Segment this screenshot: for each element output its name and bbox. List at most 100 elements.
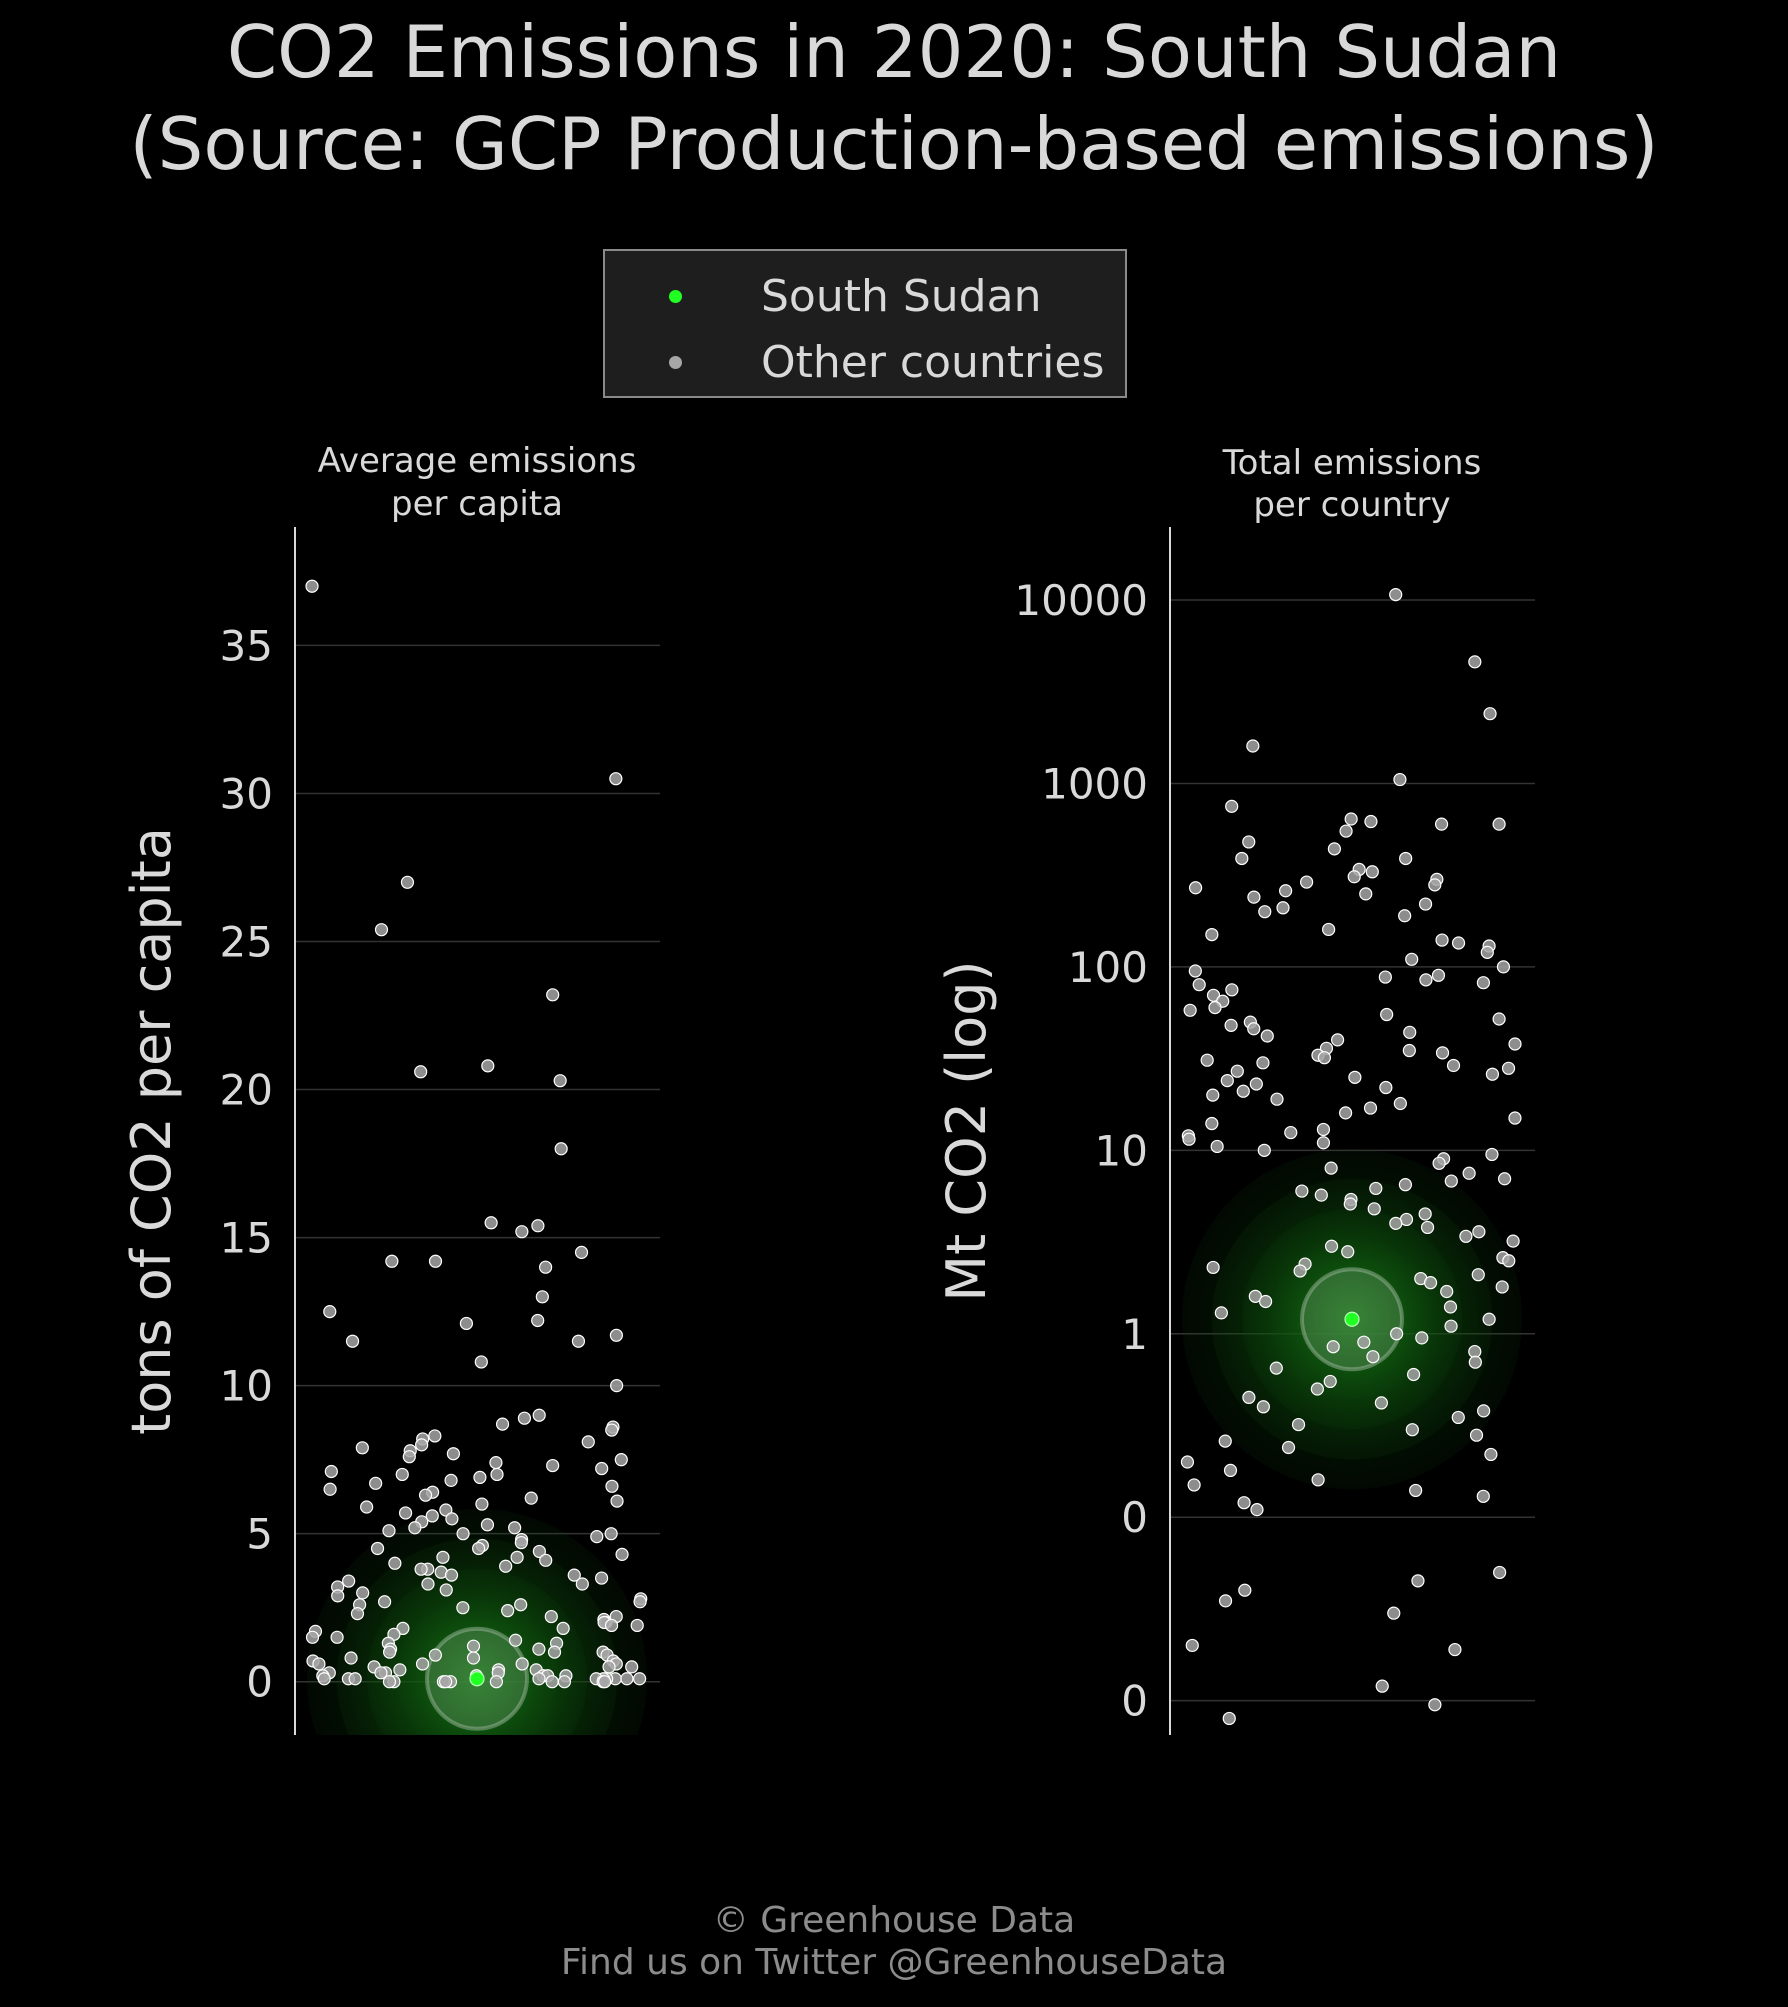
point-other-country: [489, 1675, 503, 1689]
point-other-country: [553, 1074, 567, 1088]
point-other-country: [1476, 976, 1491, 990]
point-other-country: [484, 1216, 498, 1230]
point-other-country: [1451, 936, 1466, 950]
point-other-country: [1316, 1122, 1331, 1137]
y-axis-label: Mt CO2 (log): [935, 960, 998, 1301]
point-other-country: [1291, 1417, 1306, 1432]
point-other-country: [1238, 1583, 1252, 1597]
point-other-country: [567, 1568, 581, 1582]
point-other-country: [1492, 1012, 1506, 1026]
point-other-country: [574, 1245, 589, 1259]
point-other-country: [444, 1473, 458, 1487]
point-other-country: [418, 1488, 433, 1502]
point-other-country: [1435, 1046, 1450, 1060]
point-other-country: [594, 1571, 609, 1585]
point-other-country: [456, 1527, 470, 1541]
point-other-country: [1444, 1174, 1458, 1188]
point-other-country: [305, 579, 319, 593]
point-other-country: [1237, 1496, 1251, 1510]
panel-title-line: per country: [1253, 485, 1450, 525]
point-other-country: [1502, 1254, 1516, 1268]
point-other-country: [575, 1577, 589, 1591]
point-other-country: [1343, 1197, 1357, 1211]
point-other-country: [609, 772, 623, 786]
point-other-country: [1380, 1007, 1394, 1022]
point-other-country: [1363, 1101, 1378, 1115]
point-other-country: [1435, 933, 1449, 947]
point-other-country: [1310, 1382, 1324, 1396]
point-other-country: [1389, 1216, 1403, 1230]
point-other-country: [510, 1550, 524, 1564]
point-other-country: [473, 1470, 487, 1485]
legend-marker-other-countries: [669, 356, 682, 369]
point-other-country: [1420, 1220, 1435, 1235]
point-other-country: [1378, 970, 1392, 984]
point-other-country: [1188, 964, 1202, 978]
point-other-country: [531, 1313, 545, 1328]
point-other-country: [350, 1607, 365, 1621]
point-other-country: [1314, 1188, 1328, 1202]
point-other-country: [1348, 1070, 1362, 1084]
point-other-country: [532, 1544, 546, 1559]
legend: South Sudan Other countries: [603, 249, 1127, 398]
y-axis-label: tons of CO2 per capita: [120, 827, 183, 1435]
point-other-country: [490, 1467, 504, 1482]
legend-label-south-sudan: South Sudan: [761, 271, 1042, 322]
point-other-country: [1483, 707, 1497, 721]
point-other-country: [1214, 1306, 1228, 1320]
point-other-country: [1508, 1111, 1522, 1125]
point-other-country: [1242, 1390, 1256, 1405]
point-other-country: [1269, 1361, 1283, 1375]
point-other-country: [342, 1574, 356, 1588]
y-tick-label: 25: [220, 918, 273, 967]
point-other-country: [1428, 1698, 1442, 1712]
y-tick-label: 10: [220, 1362, 273, 1411]
point-other-country: [1185, 1638, 1199, 1653]
point-other-country: [428, 1648, 443, 1662]
point-other-country: [414, 1562, 428, 1576]
point-other-country: [1250, 1503, 1264, 1517]
point-other-country: [421, 1577, 435, 1591]
point-other-country: [1369, 1181, 1383, 1196]
point-other-country: [532, 1408, 546, 1422]
point-other-country: [1468, 655, 1482, 669]
point-other-country: [495, 1417, 510, 1431]
point-other-country: [323, 1482, 337, 1496]
point-other-country: [1230, 1064, 1244, 1078]
point-other-country: [1423, 1276, 1438, 1290]
point-other-country: [610, 1494, 624, 1508]
point-other-country: [546, 988, 560, 1002]
point-other-country: [1393, 772, 1407, 787]
footer: © Greenhouse Data Find us on Twitter @Gr…: [0, 1900, 1788, 1984]
point-other-country: [345, 1334, 360, 1348]
point-other-country: [1471, 1268, 1485, 1282]
point-other-country: [439, 1503, 453, 1517]
point-other-country: [331, 1589, 345, 1603]
point-other-country: [317, 1672, 331, 1686]
point-other-country: [571, 1334, 586, 1348]
point-other-country: [1472, 1225, 1486, 1239]
point-other-country: [1495, 1280, 1509, 1294]
y-tick-label: 0: [246, 1658, 273, 1707]
point-other-country: [356, 1586, 370, 1600]
point-other-country: [400, 875, 415, 889]
point-other-country: [1403, 1025, 1417, 1039]
point-other-country: [456, 1601, 470, 1615]
legend-marker-south-sudan: [669, 290, 682, 303]
point-other-country: [1492, 817, 1506, 831]
point-other-country: [1405, 952, 1419, 966]
point-other-country: [1339, 824, 1353, 838]
point-other-country: [1188, 881, 1203, 895]
point-other-country: [1300, 875, 1314, 889]
point-other-country: [305, 1630, 320, 1644]
point-other-country: [436, 1550, 450, 1564]
point-other-country: [1431, 968, 1446, 982]
point-other-country: [374, 1666, 388, 1680]
point-other-country: [1249, 1077, 1263, 1091]
point-other-country: [1246, 739, 1260, 753]
point-other-country: [428, 1429, 442, 1443]
y-tick-label: 15: [220, 1214, 273, 1263]
point-other-country: [445, 1512, 459, 1526]
panel-title-line: Average emissions: [318, 441, 637, 481]
point-other-country: [581, 1435, 595, 1449]
